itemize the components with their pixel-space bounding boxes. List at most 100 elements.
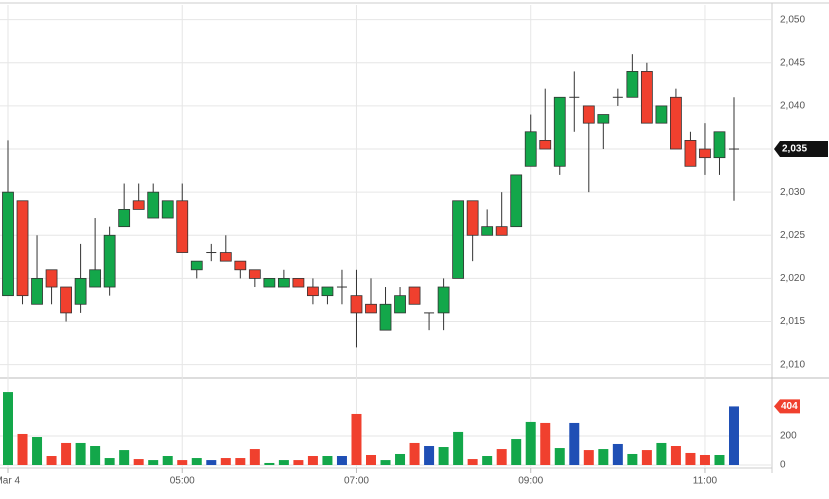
candle-body <box>408 286 421 305</box>
y-tick-label: 2,010 <box>780 359 805 370</box>
volume-bar <box>235 458 246 465</box>
volume-bar <box>293 460 304 465</box>
candle-body <box>219 252 232 262</box>
candle-body <box>524 131 537 167</box>
candle-body <box>699 148 711 159</box>
volume-bar <box>220 458 231 465</box>
volume-bar <box>322 456 333 465</box>
volume-bar <box>540 422 551 465</box>
volume-bar <box>424 446 435 465</box>
volume-bar <box>699 454 710 465</box>
y-tick-label: 2,045 <box>780 57 805 68</box>
candle-body <box>248 269 261 279</box>
volume-bar <box>409 442 420 465</box>
volume-bar <box>438 447 449 465</box>
candle-body <box>176 200 189 253</box>
candle-body <box>394 295 406 314</box>
candle-body <box>466 200 479 236</box>
candle-body <box>277 278 290 288</box>
volume-bar <box>366 454 376 465</box>
candle-body <box>161 200 174 219</box>
candle-body <box>582 105 595 124</box>
volume-bar <box>395 453 406 465</box>
volume-bar <box>206 460 217 465</box>
volume-bar <box>583 450 594 465</box>
price-tag-bg <box>774 141 828 158</box>
candle-body <box>495 226 508 236</box>
candle-body <box>640 71 653 124</box>
y-tick-label: 2,020 <box>780 273 805 284</box>
candle-body <box>16 200 29 297</box>
x-tick-label: 09:00 <box>518 476 543 487</box>
candle-body <box>481 226 494 236</box>
candle-body <box>292 278 305 288</box>
candle-body <box>655 105 668 124</box>
candle-body <box>379 303 392 331</box>
volume-bar <box>612 443 623 465</box>
x-tick-label: 05:00 <box>170 476 195 487</box>
volume-tag-bg <box>774 399 800 414</box>
candle-body <box>74 278 87 305</box>
volume-bar <box>380 460 391 465</box>
volume-bar <box>482 456 493 465</box>
candle-body <box>510 174 523 228</box>
candle-body <box>539 140 552 150</box>
volume-tag: 404 <box>781 401 798 412</box>
volume-bar <box>598 449 609 465</box>
y-tick-label: 200 <box>780 431 797 442</box>
volume-bar <box>336 456 347 465</box>
volume-bar <box>162 456 173 465</box>
volume-bar <box>569 422 580 465</box>
volume-bar <box>177 460 188 465</box>
volume-bar <box>191 458 202 465</box>
y-tick-label: 2,025 <box>780 230 805 241</box>
volume-bar <box>729 406 739 465</box>
volume-bar <box>656 442 667 465</box>
candle-body <box>553 96 566 167</box>
candle-body <box>118 209 131 228</box>
y-tick-label: 2,040 <box>780 101 805 112</box>
volume-bar <box>670 446 681 465</box>
volume-bar <box>249 449 260 465</box>
candle-body <box>60 286 72 314</box>
volume-bar <box>104 458 115 465</box>
candle-body <box>103 234 116 288</box>
candle-body <box>45 269 58 288</box>
volume-bar <box>467 459 478 465</box>
volume-bar <box>17 433 28 465</box>
candle-body <box>234 260 247 271</box>
volume-bar <box>278 460 289 465</box>
volume-bar <box>75 442 86 465</box>
candle-body <box>437 286 450 314</box>
y-tick-label: 0 <box>780 460 786 471</box>
volume-bar <box>554 448 565 465</box>
price-tag: 2,035 <box>782 144 807 155</box>
volume-bar <box>61 442 72 465</box>
candle-body <box>307 286 319 297</box>
x-tick-label: 11:00 <box>693 476 718 487</box>
candle-body <box>31 278 43 305</box>
volume-bar <box>3 392 13 465</box>
volume-bar <box>496 449 507 465</box>
y-tick-label: 2,030 <box>780 187 805 198</box>
volume-bar <box>525 421 536 465</box>
x-tick-label: Mar 4 <box>0 476 20 487</box>
candle-body <box>452 200 465 279</box>
candle-body <box>350 295 363 314</box>
volume-bar <box>307 456 318 465</box>
candle-body <box>147 191 160 219</box>
volume-bar <box>46 456 57 465</box>
volume-bar <box>148 460 159 465</box>
y-tick-label: 2,015 <box>780 316 805 327</box>
volume-bar <box>685 452 696 465</box>
volume-bar <box>641 450 652 465</box>
volume-bar <box>351 413 362 465</box>
volume-bar <box>511 439 522 465</box>
volume-bar <box>32 437 43 465</box>
candle-body <box>597 114 610 124</box>
x-tick-label: 07:00 <box>344 476 369 487</box>
candle-body <box>626 71 639 98</box>
candle-body <box>365 303 377 314</box>
candle-body <box>670 96 682 150</box>
